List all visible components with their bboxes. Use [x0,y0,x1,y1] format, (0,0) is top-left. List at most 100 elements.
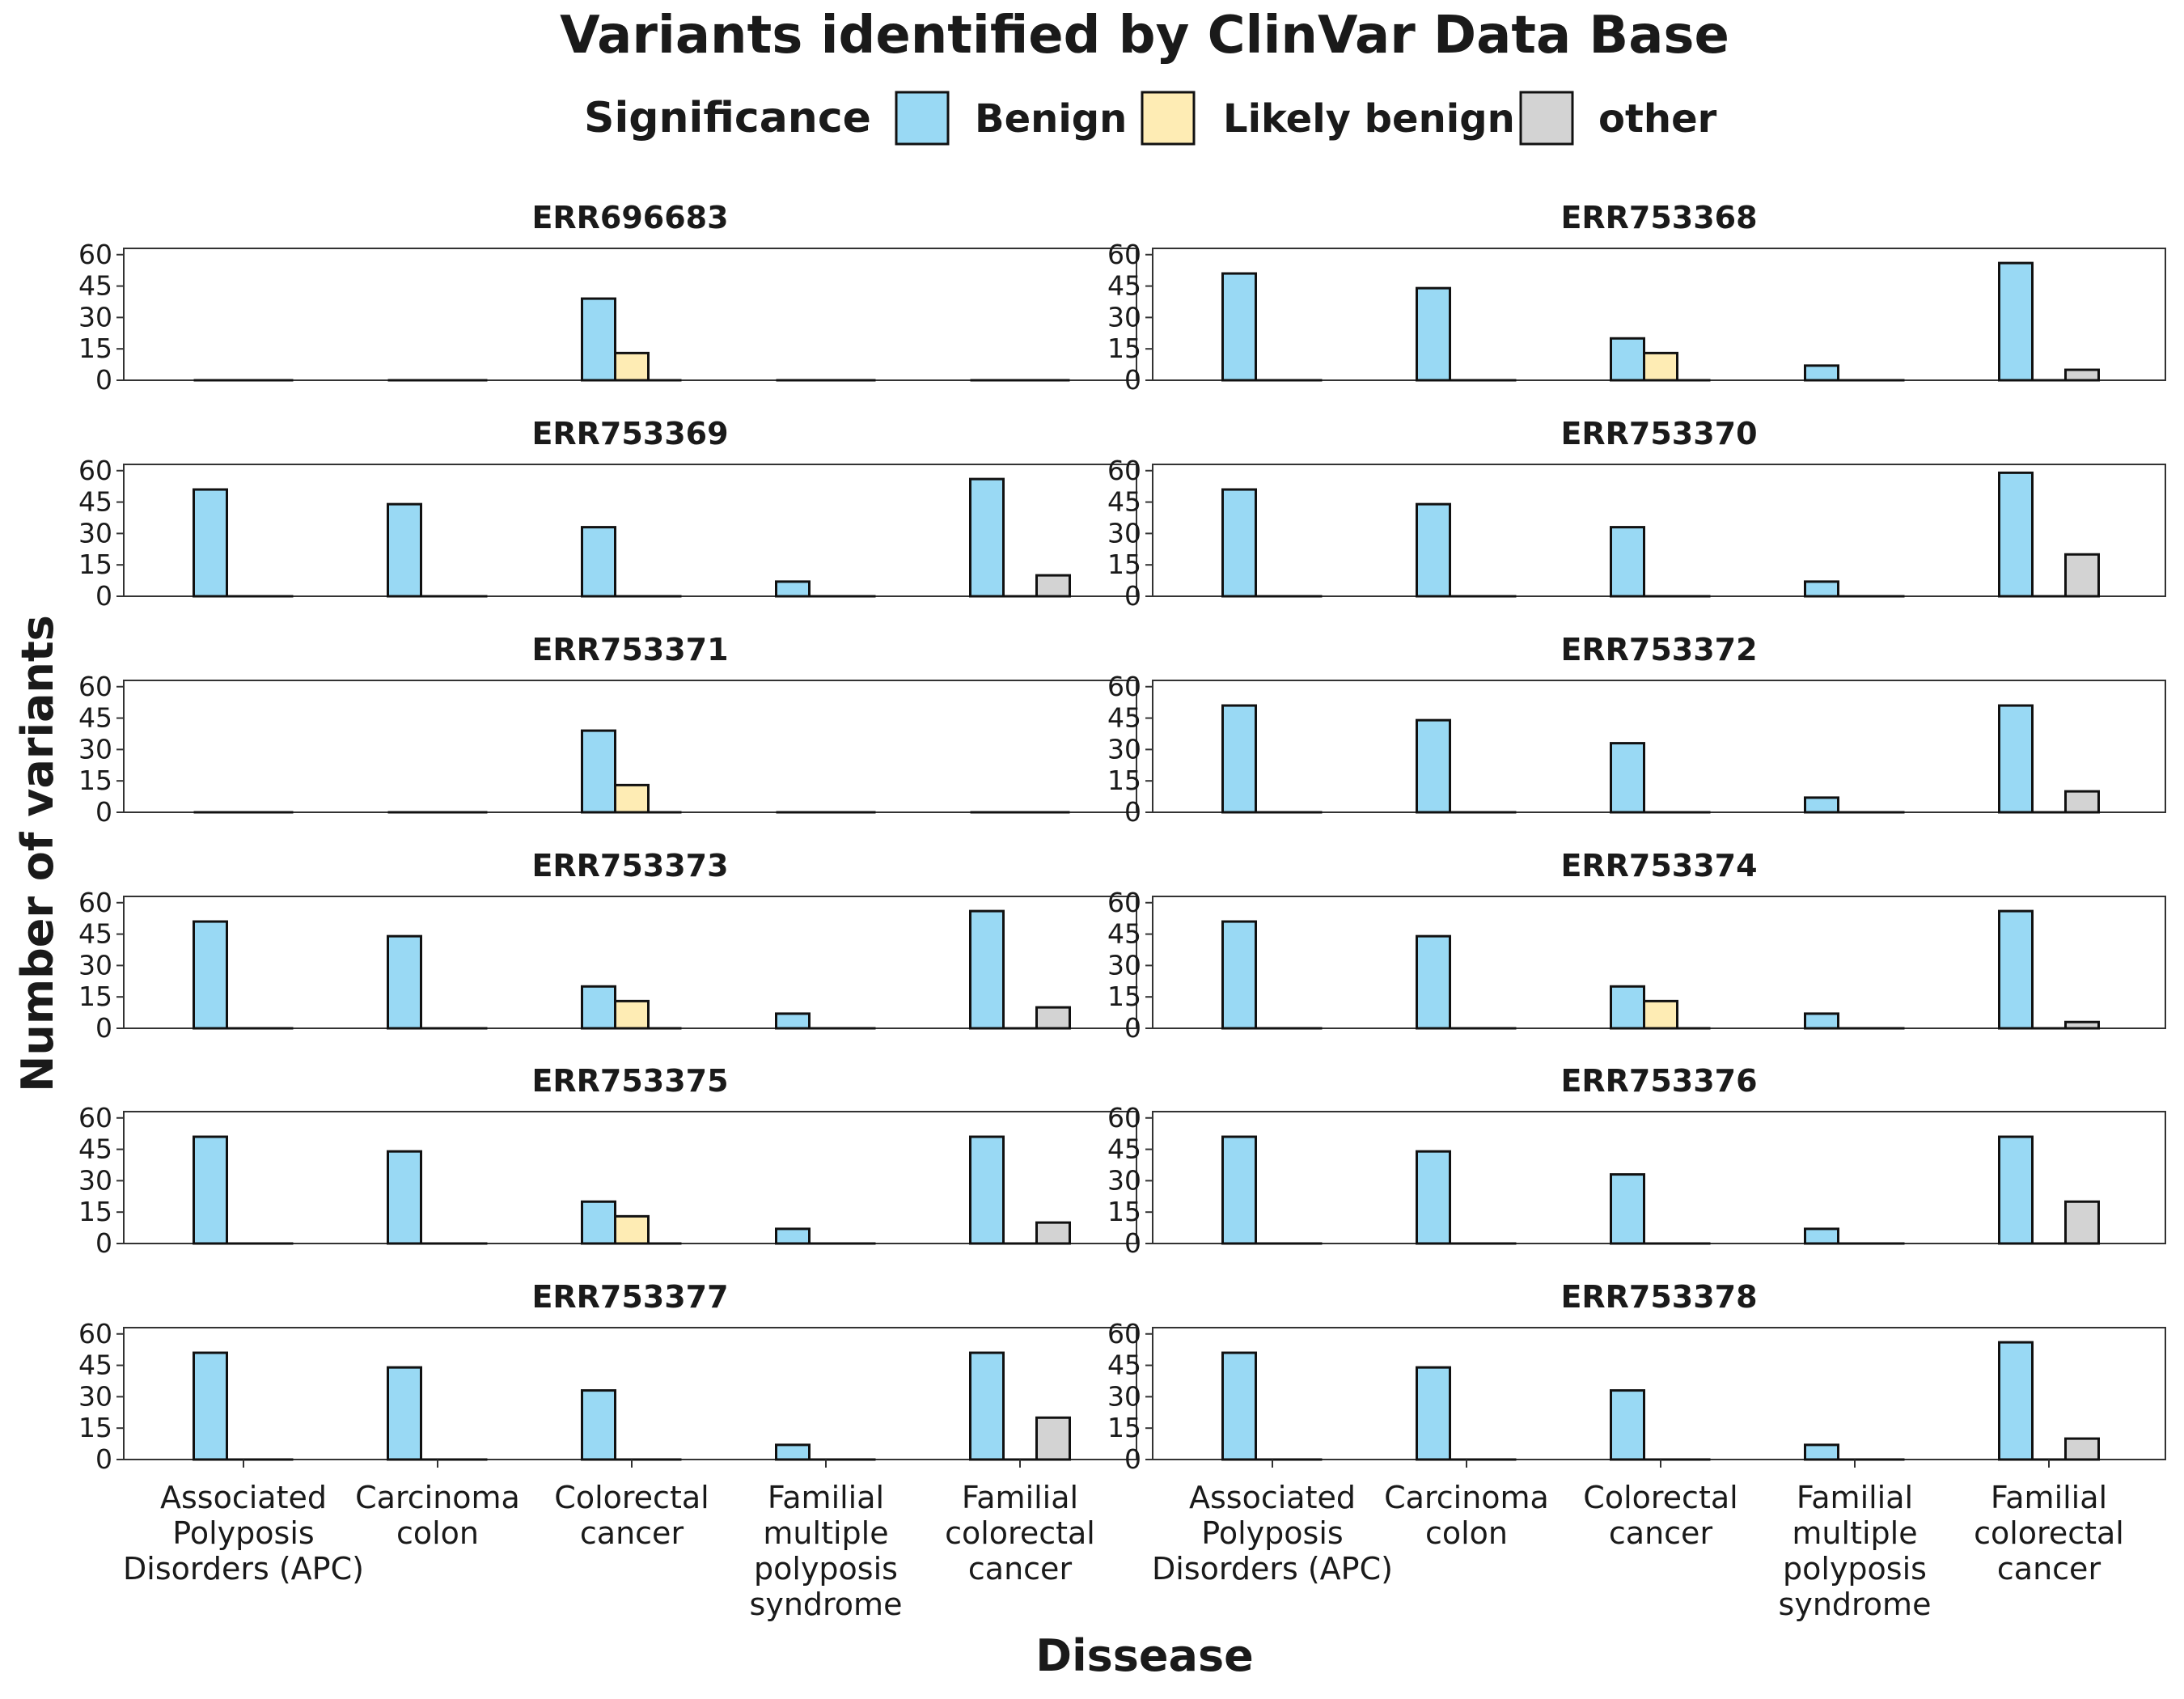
bar-benign [775,1443,811,1461]
y-tick-label: 45 [78,270,112,302]
x-tick-label: Familial multiple polyposis syndrome [1779,1480,1932,1622]
y-tick-label: 0 [1124,364,1141,396]
bar-benign [1998,471,2034,598]
y-tick-label: 60 [1107,671,1141,702]
y-tick-label: 0 [95,1012,112,1044]
bar-other [1035,574,1071,598]
bar-benign [1221,488,1257,598]
y-tick-label: 0 [1124,1443,1141,1475]
y-tick-label: 45 [78,1133,112,1165]
y-tick-label: 15 [78,549,112,580]
bar-benign [1610,985,1645,1030]
y-tick-label: 30 [78,1380,112,1412]
y-tick-label: 0 [95,796,112,828]
legend-title: Significance [584,94,871,142]
legend: Significance Benign Likely benign other [584,91,1717,146]
bar-likely-benign [614,783,650,814]
bar-benign [1416,718,1451,814]
bar-benign [969,477,1005,598]
panel-strip-label: ERR753368 [1560,200,1757,235]
panel-strip-label: ERR753370 [1560,416,1757,451]
y-tick-label: 45 [1107,270,1141,302]
bar-benign [1804,1012,1839,1030]
y-tick-label: 45 [1107,1133,1141,1165]
y-tick-label: 30 [1107,1380,1141,1412]
bar-benign [1998,909,2034,1030]
y-tick-label: 0 [95,1443,112,1475]
y-tick-label: 30 [1107,1164,1141,1196]
panels: ERR696683015304560ERR753368015304560ERR7… [78,200,2166,1622]
bar-benign [1998,1341,2034,1461]
bar-benign [969,909,1005,1030]
bar-benign [581,526,616,598]
bar-benign [387,1366,422,1461]
x-tick-label: Carcinoma colon [1384,1480,1549,1551]
legend-label-likely-benign: Likely benign [1223,96,1515,142]
x-tick-label: Carcinoma colon [355,1480,520,1551]
y-tick-label: 0 [95,1227,112,1259]
panel-strip-label: ERR753376 [1560,1063,1757,1099]
bar-benign [1610,526,1645,598]
bar-benign [1804,1443,1839,1461]
bar-benign [1804,796,1839,814]
y-tick-label: 0 [1124,1227,1141,1259]
y-axis-title: Number of variants [12,615,63,1092]
panel-strip-label: ERR753373 [531,848,728,883]
panel-strip-label: ERR753369 [531,416,728,451]
bar-benign [969,1351,1005,1461]
x-tick-label: Familial multiple polyposis syndrome [750,1480,903,1622]
y-tick-label: 60 [1107,1318,1141,1349]
y-tick-label: 0 [1124,580,1141,612]
bar-benign [1610,1173,1645,1245]
y-tick-label: 30 [1107,733,1141,765]
bar-benign [387,502,422,598]
x-tick-label: Familial colorectal cancer [945,1480,1095,1587]
bar-benign [1221,1135,1257,1245]
y-tick-label: 45 [1107,702,1141,734]
bar-likely-benign [614,999,650,1030]
bar-benign [1998,261,2034,382]
y-tick-label: 15 [78,1412,112,1443]
y-tick-label: 15 [78,333,112,364]
bar-benign [1998,704,2034,814]
y-tick-label: 30 [78,1164,112,1196]
y-tick-label: 15 [1107,549,1141,580]
y-tick-label: 60 [1107,1102,1141,1133]
legend-label-other: other [1598,96,1717,142]
bar-benign [1610,337,1645,382]
y-tick-label: 60 [1107,239,1141,270]
y-tick-label: 15 [78,981,112,1012]
bar-other [1035,1221,1071,1245]
panel-strip-label: ERR753375 [531,1063,728,1099]
chart-title: Variants identified by ClinVar Data Base [560,6,1729,66]
bar-benign [1804,364,1839,382]
bar-likely-benign [1643,351,1678,382]
bar-benign [1804,580,1839,598]
y-tick-label: 30 [78,733,112,765]
bar-other [1035,1416,1071,1461]
x-tick-label: Associated Polyposis Disorders (APC) [123,1480,364,1587]
y-tick-label: 45 [1107,1349,1141,1381]
bar-benign [387,1150,422,1245]
bar-benign [193,488,228,598]
y-tick-label: 60 [78,887,112,918]
legend-swatch-likely-benign [1141,91,1196,146]
bar-other [2064,368,2100,382]
bar-benign [1221,272,1257,382]
bar-benign [1416,286,1451,382]
panel-strip-label: ERR753374 [1560,848,1757,883]
y-tick-label: 15 [78,765,112,796]
y-tick-label: 30 [1107,949,1141,981]
bar-benign [387,934,422,1030]
y-tick-label: 0 [95,364,112,396]
y-tick-label: 30 [1107,517,1141,549]
y-tick-label: 15 [1107,765,1141,796]
y-tick-label: 60 [78,1318,112,1349]
